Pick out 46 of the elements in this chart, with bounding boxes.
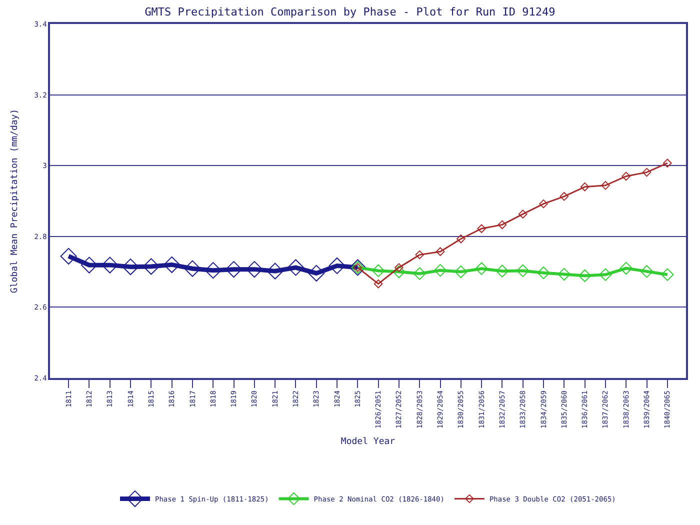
- point: [287, 259, 304, 276]
- point: [225, 261, 242, 278]
- point: [456, 234, 466, 244]
- point: [578, 269, 592, 282]
- point: [599, 268, 612, 281]
- x-axis-title: Model Year: [340, 436, 396, 447]
- point: [102, 256, 118, 274]
- point: [328, 257, 346, 274]
- point: [663, 158, 672, 168]
- point: [622, 172, 631, 181]
- point: [142, 258, 160, 275]
- point: [246, 261, 263, 278]
- point: [415, 250, 424, 260]
- point: [477, 224, 486, 234]
- point: [164, 256, 180, 274]
- point: [204, 262, 222, 279]
- point: [539, 199, 548, 208]
- point: [537, 266, 550, 280]
- point: [518, 210, 528, 218]
- point: [434, 264, 447, 277]
- point: [184, 260, 201, 277]
- point: [372, 264, 385, 278]
- point: [642, 168, 652, 177]
- point: [266, 262, 284, 280]
- point: [413, 267, 426, 280]
- point: [80, 256, 98, 274]
- point: [60, 248, 77, 265]
- point: [308, 264, 325, 282]
- point: [374, 279, 383, 288]
- point: [640, 265, 654, 278]
- point: [661, 268, 674, 281]
- y-axis-title: Global Mean Precipitation (mm/day): [10, 108, 20, 294]
- point: [516, 264, 530, 278]
- chart-title: GMTS Precipitation Comparison by Phase - Plot for Run ID 91249: [144, 6, 556, 19]
- point: [475, 262, 488, 275]
- point: [498, 220, 507, 230]
- point: [620, 262, 632, 275]
- point: [580, 182, 590, 192]
- point: [436, 247, 445, 256]
- point: [454, 265, 468, 278]
- point: [601, 181, 610, 190]
- point: [560, 192, 569, 201]
- point: [558, 268, 571, 281]
- point: [392, 265, 406, 278]
- point: [496, 264, 509, 278]
- point: [122, 258, 139, 276]
